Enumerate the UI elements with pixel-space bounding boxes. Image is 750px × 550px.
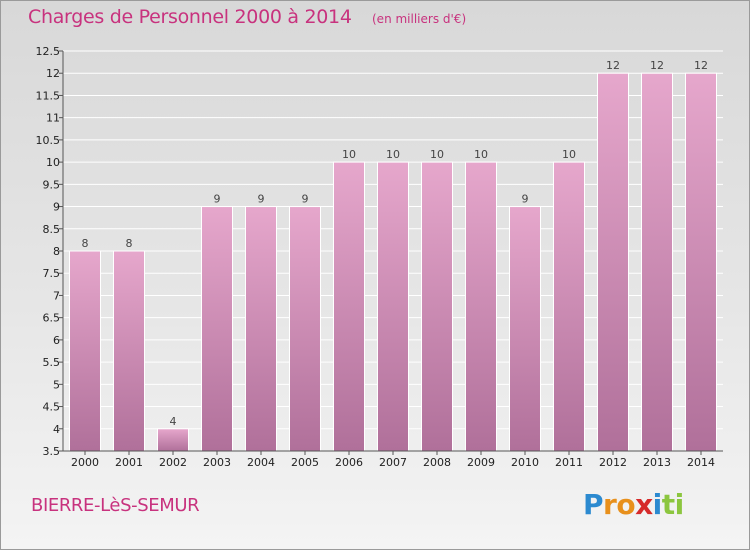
x-tick-label: 2002 [159, 456, 187, 469]
bar [157, 428, 189, 452]
y-tick-label: 3.5 [43, 445, 61, 458]
y-tick-label: 11.5 [36, 89, 61, 102]
bar [245, 206, 277, 452]
logo-letter: r [603, 488, 617, 521]
value-labels: 8 8 4 9 9 9 10 10 10 10 9 10 12 12 12 [82, 59, 709, 428]
bar-value-label: 8 [126, 237, 133, 250]
bar-value-label: 10 [474, 148, 488, 161]
x-tick-label: 2000 [71, 456, 99, 469]
y-tick-label: 12.5 [36, 45, 61, 58]
logo-letter: x [635, 488, 653, 521]
bar-value-label: 9 [302, 193, 309, 206]
y-tick-label: 10.5 [36, 134, 61, 147]
bar-value-label: 10 [562, 148, 576, 161]
y-tick-label: 12 [46, 67, 60, 80]
chart-title: Charges de Personnel 2000 à 2014 [28, 6, 352, 28]
bar-value-label: 9 [522, 193, 529, 206]
bar [465, 161, 497, 452]
bar-value-label: 10 [342, 148, 356, 161]
x-tick-label: 2012 [599, 456, 627, 469]
bar [113, 250, 145, 452]
axes: 3.5 4 4.5 5 5.5 6 6.5 7 7.5 8 8.5 9 9.5 10 10.5 11 11.5 1… [36, 45, 723, 469]
logo-letter: i [652, 488, 663, 521]
x-tick-label: 2008 [423, 456, 451, 469]
y-tick-label: 11 [46, 112, 60, 125]
logo-letter: i [674, 488, 685, 521]
y-tick-label: 5.5 [43, 356, 61, 369]
chart-subtitle: (en milliers d'€) [372, 12, 467, 26]
logo-letter: t [661, 488, 675, 521]
bar-value-label: 10 [430, 148, 444, 161]
bar [333, 161, 365, 452]
bar-value-label: 4 [170, 415, 177, 428]
bar [201, 206, 233, 452]
y-tick-label: 8 [53, 245, 60, 258]
y-tick-label: 8.5 [43, 223, 61, 236]
y-tick-label: 6 [53, 334, 60, 347]
logo-letter: P [583, 488, 604, 521]
proxiti-logo: Proxiti [583, 488, 684, 521]
x-tick-label: 2009 [467, 456, 495, 469]
bar-value-label: 9 [258, 193, 265, 206]
bar [553, 161, 585, 452]
x-tick-label: 2003 [203, 456, 231, 469]
x-tick-label: 2006 [335, 456, 363, 469]
x-tick-label: 2005 [291, 456, 319, 469]
y-tick-label: 6.5 [43, 312, 61, 325]
bar-value-label: 12 [606, 59, 620, 72]
x-tick-label: 2007 [379, 456, 407, 469]
bar [421, 161, 453, 452]
commune-name: BIERRE-LèS-SEMUR [31, 495, 200, 516]
bar [509, 206, 541, 452]
bar [377, 161, 409, 452]
x-tick-label: 2013 [643, 456, 671, 469]
bar-value-label: 12 [694, 59, 708, 72]
x-tick-label: 2010 [511, 456, 539, 469]
y-tick-label: 9 [53, 201, 60, 214]
y-tick-label: 7 [53, 289, 60, 302]
y-tick-label: 4 [53, 423, 60, 436]
bar [641, 72, 673, 452]
x-tick-label: 2004 [247, 456, 275, 469]
x-tick-label: 2001 [115, 456, 143, 469]
bar [685, 72, 717, 452]
bars [69, 72, 717, 452]
y-tick-label: 7.5 [43, 267, 61, 280]
y-tick-label: 5 [53, 378, 60, 391]
y-tick-label: 9.5 [43, 178, 61, 191]
bar-value-label: 9 [214, 193, 221, 206]
bar [69, 250, 101, 452]
bar [289, 206, 321, 452]
bar [597, 72, 629, 452]
x-tick-label: 2014 [687, 456, 715, 469]
bar-value-label: 10 [386, 148, 400, 161]
y-tick-label: 4.5 [43, 401, 61, 414]
y-tick-label: 10 [46, 156, 60, 169]
bar-value-label: 8 [82, 237, 89, 250]
x-tick-label: 2011 [555, 456, 583, 469]
logo-letter: o [616, 488, 636, 521]
bar-value-label: 12 [650, 59, 664, 72]
